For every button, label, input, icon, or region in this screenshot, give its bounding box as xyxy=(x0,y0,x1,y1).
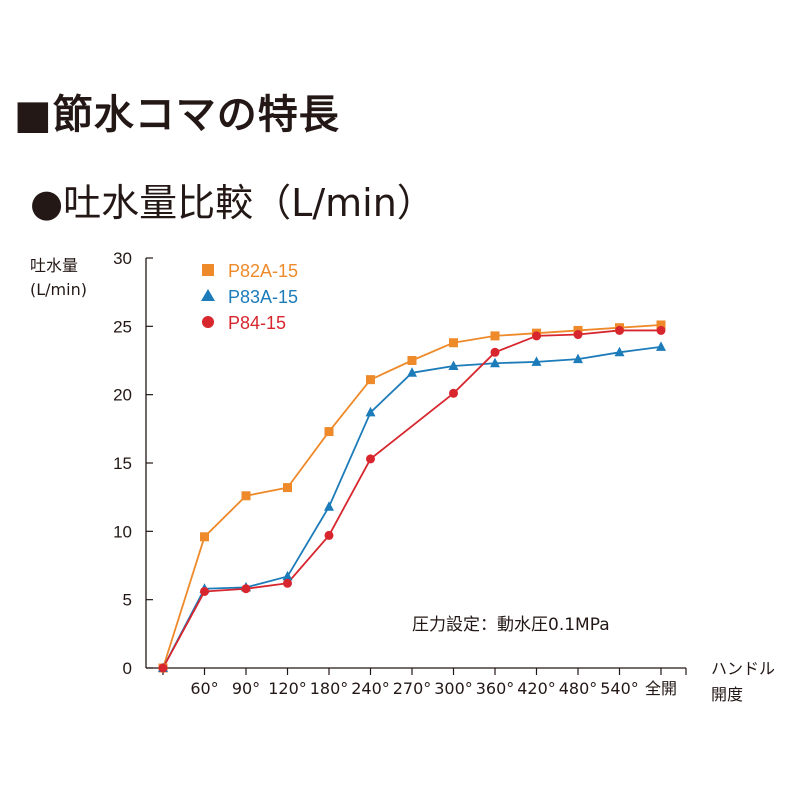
data-point-P84-15 xyxy=(490,347,500,357)
data-point-P82A-15 xyxy=(407,356,417,365)
x-axis-label-line1: ハンドル xyxy=(711,659,775,678)
pressure-annotation: 圧力設定：動水圧0.1MPa xyxy=(412,615,610,635)
x-tick-label: 120° xyxy=(268,679,307,698)
data-point-P83A-15 xyxy=(365,406,376,417)
data-point-P84-15 xyxy=(324,530,334,540)
legend-marker-P83A-15 xyxy=(201,289,215,301)
legend-marker-P84-15 xyxy=(202,316,214,328)
chart-axes: 0 5 10 15 20 25 30 60° 90° 120° 180° 240° 270° 300° 36… xyxy=(113,249,687,698)
y-tick-label: 20 xyxy=(113,386,132,405)
data-point-P82A-15 xyxy=(283,483,292,493)
data-point-P82A-15 xyxy=(656,320,666,330)
data-point-P83A-15 xyxy=(656,341,666,351)
x-tick-label: 全開 xyxy=(645,679,677,698)
y-axis-label-line2: (L/min) xyxy=(30,280,87,299)
y-axis-label-line1: 吐水量 xyxy=(30,256,79,275)
data-point-P83A-15 xyxy=(490,357,500,368)
y-tick-label: 10 xyxy=(113,522,132,541)
x-tick-label: 60° xyxy=(190,679,218,698)
data-point-P84-15 xyxy=(158,663,168,673)
y-tick-label: 5 xyxy=(123,591,132,610)
x-tick-label: 180° xyxy=(310,679,349,698)
data-point-P84-15 xyxy=(200,586,209,596)
data-point-P84-15 xyxy=(283,578,292,588)
data-point-P82A-15 xyxy=(241,491,251,501)
y-tick-label: 0 xyxy=(123,659,132,678)
chart-title: ●吐水量比較（L/min） xyxy=(30,181,435,225)
x-tick-label: 540° xyxy=(600,679,639,698)
x-tick-label: 300° xyxy=(434,679,473,698)
data-point-P82A-15 xyxy=(449,338,458,348)
data-point-P82A-15 xyxy=(490,331,500,341)
x-tick-label: 270° xyxy=(393,679,432,698)
x-tick-label: 360° xyxy=(476,679,515,698)
y-tick-label: 15 xyxy=(113,454,132,473)
legend-label-P84-15: P84-15 xyxy=(228,313,286,333)
data-point-P84-15 xyxy=(241,584,251,594)
x-tick-label: 480° xyxy=(559,679,598,698)
legend-marker-P82A-15 xyxy=(202,264,214,276)
data-point-P82A-15 xyxy=(324,427,334,437)
data-point-P84-15 xyxy=(615,325,624,335)
legend-label-P82A-15: P82A-15 xyxy=(228,261,298,281)
data-point-P84-15 xyxy=(656,325,666,335)
x-axis-label-line2: 開度 xyxy=(711,685,743,704)
data-point-P83A-15 xyxy=(573,353,583,364)
chart-series-markers xyxy=(158,320,666,673)
data-point-P83A-15 xyxy=(282,570,293,581)
x-tick-label: 420° xyxy=(517,679,556,698)
data-point-P82A-15 xyxy=(366,375,375,385)
data-point-P82A-15 xyxy=(200,532,209,542)
data-point-P84-15 xyxy=(532,331,541,341)
chart-legend: P82A-15 P83A-15 P84-15 xyxy=(201,261,298,333)
data-point-P83A-15 xyxy=(407,367,417,377)
data-point-P83A-15 xyxy=(324,501,334,511)
x-tick-label: 240° xyxy=(351,679,390,698)
y-tick-label: 25 xyxy=(113,317,132,336)
y-tick-label: 30 xyxy=(113,249,132,268)
series-line-P84-15 xyxy=(162,329,661,669)
y-axis-label: 吐水量 (L/min) xyxy=(30,254,87,302)
data-point-P84-15 xyxy=(573,330,583,340)
legend-label-P83A-15: P83A-15 xyxy=(228,287,298,307)
page-title: ■節水コマの特長 xyxy=(14,92,340,138)
x-tick-label: 90° xyxy=(232,679,260,698)
data-point-P84-15 xyxy=(366,454,375,464)
data-point-P84-15 xyxy=(449,388,458,398)
data-point-P83A-15 xyxy=(448,360,459,370)
data-point-P83A-15 xyxy=(614,346,625,357)
data-point-P83A-15 xyxy=(531,356,542,366)
